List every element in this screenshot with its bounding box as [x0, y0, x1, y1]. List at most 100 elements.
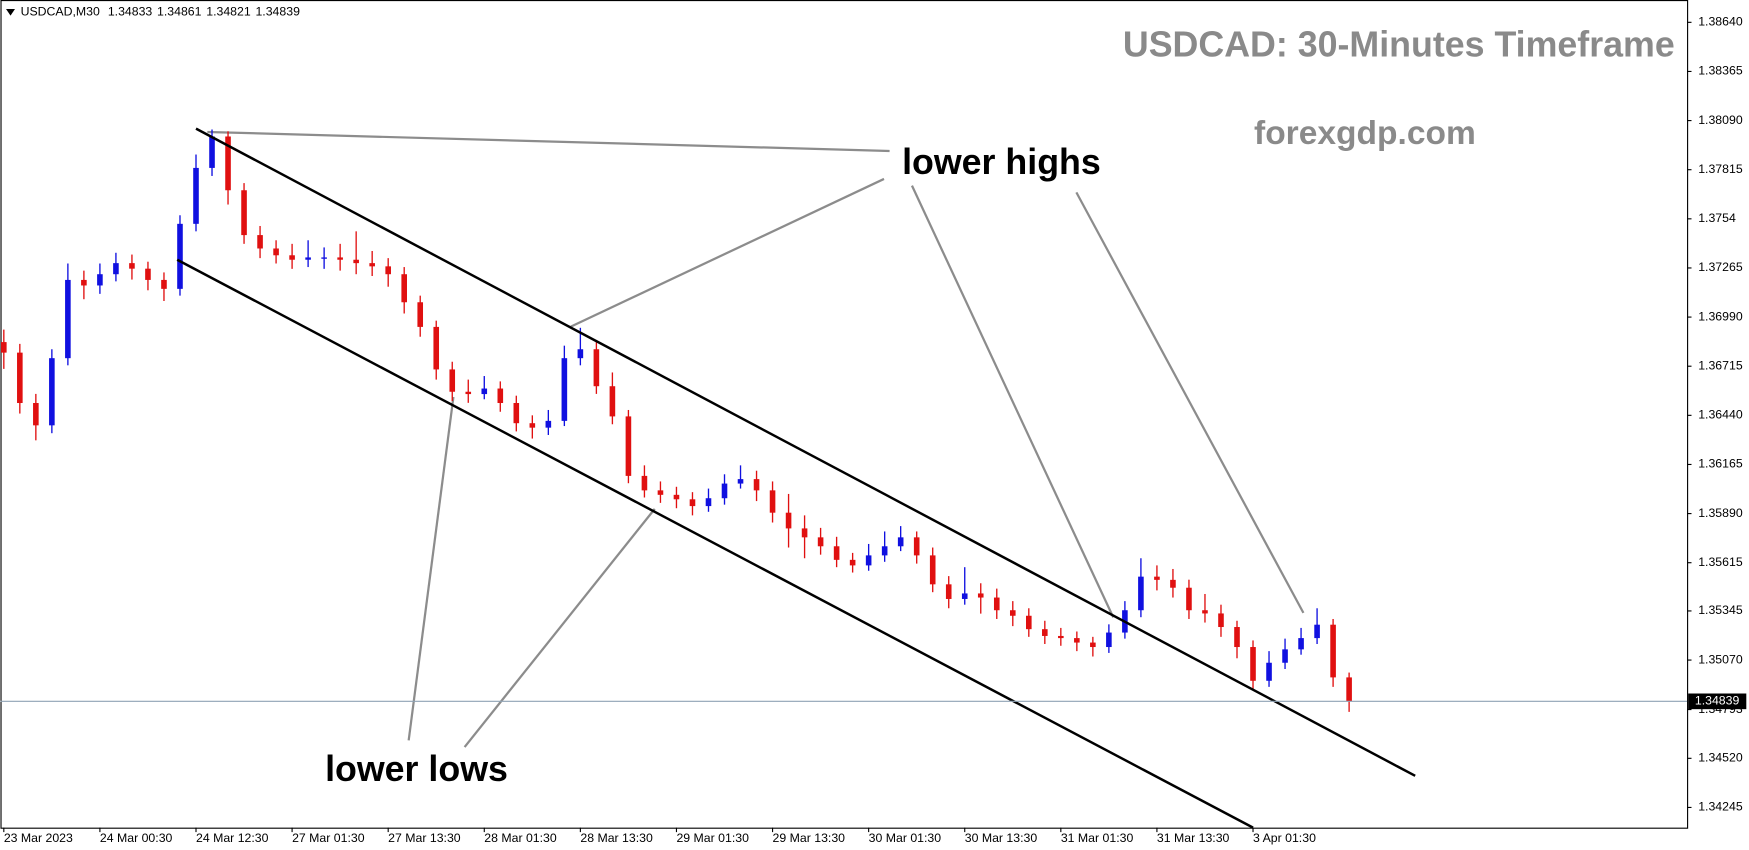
candle-body: [1346, 677, 1352, 702]
candle-body: [817, 537, 824, 547]
candle-body: [353, 259, 359, 264]
plot-frame: [0, 0, 1689, 829]
candle-body: [385, 266, 391, 275]
candle-body: [497, 388, 504, 404]
candle-body: [913, 537, 920, 556]
candle-body: [465, 391, 472, 395]
candle-body: [769, 490, 776, 513]
candle-body: [881, 546, 888, 556]
leader-line: [910, 185, 1115, 618]
candle-body: [993, 597, 1000, 611]
candle-body: [1314, 624, 1320, 639]
candle-body: [1170, 579, 1176, 588]
candle-body: [833, 546, 840, 560]
y-tick-label: 1.36165: [1698, 457, 1743, 471]
x-tick-label: 29 Mar 01:30: [676, 831, 749, 845]
candle-body: [49, 358, 55, 426]
header-high: 1.34861: [157, 5, 202, 19]
x-tick-label: 28 Mar 01:30: [484, 831, 557, 845]
y-tick-label: 1.37815: [1698, 162, 1743, 176]
candle-body: [289, 255, 295, 260]
candle-body: [17, 352, 23, 404]
candle-body: [1330, 624, 1336, 678]
candle-body: [449, 369, 456, 392]
x-tick-label: 29 Mar 13:30: [773, 831, 846, 845]
channel-line: [176, 258, 1254, 829]
annotation: lower highs: [902, 142, 1101, 182]
candle-body: [961, 593, 968, 599]
leader-line: [1075, 191, 1305, 614]
candle-body: [97, 274, 103, 286]
candle-body: [305, 257, 311, 260]
candle-body: [561, 358, 568, 421]
candle-body: [1074, 638, 1080, 643]
candle-body: [529, 423, 536, 428]
y-tick-label: 1.3754: [1698, 211, 1736, 225]
candle-body: [145, 268, 151, 280]
x-tick-label: 24 Mar 00:30: [100, 831, 173, 845]
candle-body: [1282, 649, 1288, 663]
candle-body: [1026, 615, 1032, 630]
candle-body: [161, 279, 167, 289]
candle-body: [1186, 587, 1192, 611]
candle-body: [209, 136, 215, 168]
candle-body: [225, 136, 231, 191]
header-open: 1.34833: [108, 5, 153, 19]
candle-body: [433, 326, 440, 370]
candle-body: [785, 512, 792, 529]
candle-body: [481, 388, 488, 395]
candle-body: [1234, 627, 1240, 648]
annotation: lower lows: [325, 749, 508, 789]
y-tick-label: 1.36990: [1698, 309, 1743, 323]
y-tick-label: 1.34520: [1698, 751, 1743, 765]
x-tick-label: 27 Mar 01:30: [292, 831, 365, 845]
candle-body: [609, 386, 616, 417]
candle-body: [577, 349, 584, 359]
candle-body: [1298, 638, 1304, 650]
candle-body: [1154, 576, 1160, 580]
candle-body: [321, 257, 327, 259]
candle-body: [945, 584, 952, 599]
price-label-box: [1688, 693, 1747, 710]
candle-body: [513, 403, 520, 424]
candles: [1, 129, 1352, 712]
y-tick-label: 1.35345: [1698, 603, 1743, 617]
candle-body: [273, 248, 279, 256]
candle-body: [865, 555, 872, 566]
x-tick-label: 30 Mar 01:30: [869, 831, 942, 845]
candle-body: [1009, 610, 1016, 616]
candle-body: [1138, 576, 1144, 611]
y-tick-label: 1.36715: [1698, 358, 1743, 372]
candle-body: [337, 257, 343, 260]
x-tick-label: 24 Mar 12:30: [196, 831, 269, 845]
y-tick-label: 1.34245: [1698, 800, 1743, 814]
leader-line: [407, 396, 455, 741]
x-tick-label: 31 Mar 01:30: [1061, 831, 1134, 845]
x-tick-label: 28 Mar 13:30: [580, 831, 653, 845]
candle-body: [65, 279, 71, 359]
candle-body: [177, 223, 183, 289]
x-tick-label: 30 Mar 13:30: [965, 831, 1038, 845]
y-tick-label: 1.38090: [1698, 113, 1743, 127]
leader-lines: [207, 130, 1305, 748]
candle-body: [1042, 629, 1048, 636]
candle-body: [897, 537, 904, 547]
price-label: 1.34839: [1695, 694, 1740, 708]
candle-body: [241, 190, 247, 236]
candle-body: [929, 555, 936, 585]
candle-body: [801, 528, 808, 538]
candle-body: [1202, 610, 1208, 614]
leader-line: [463, 508, 656, 748]
candle-body: [81, 279, 87, 286]
candle-body: [113, 263, 119, 275]
candle-body: [625, 416, 632, 476]
subtitle: forexgdp.com: [1254, 115, 1476, 152]
candle-body: [593, 349, 600, 387]
y-tick-label: 1.36440: [1698, 408, 1743, 422]
candle-body: [1058, 635, 1064, 639]
x-tick-label: 27 Mar 13:30: [388, 831, 461, 845]
candle-body: [641, 475, 648, 491]
header: USDCAD,M30 1.34833 1.34861 1.34821 1.348…: [6, 5, 300, 19]
menu-arrow: [6, 8, 15, 16]
candle-body: [673, 494, 680, 500]
